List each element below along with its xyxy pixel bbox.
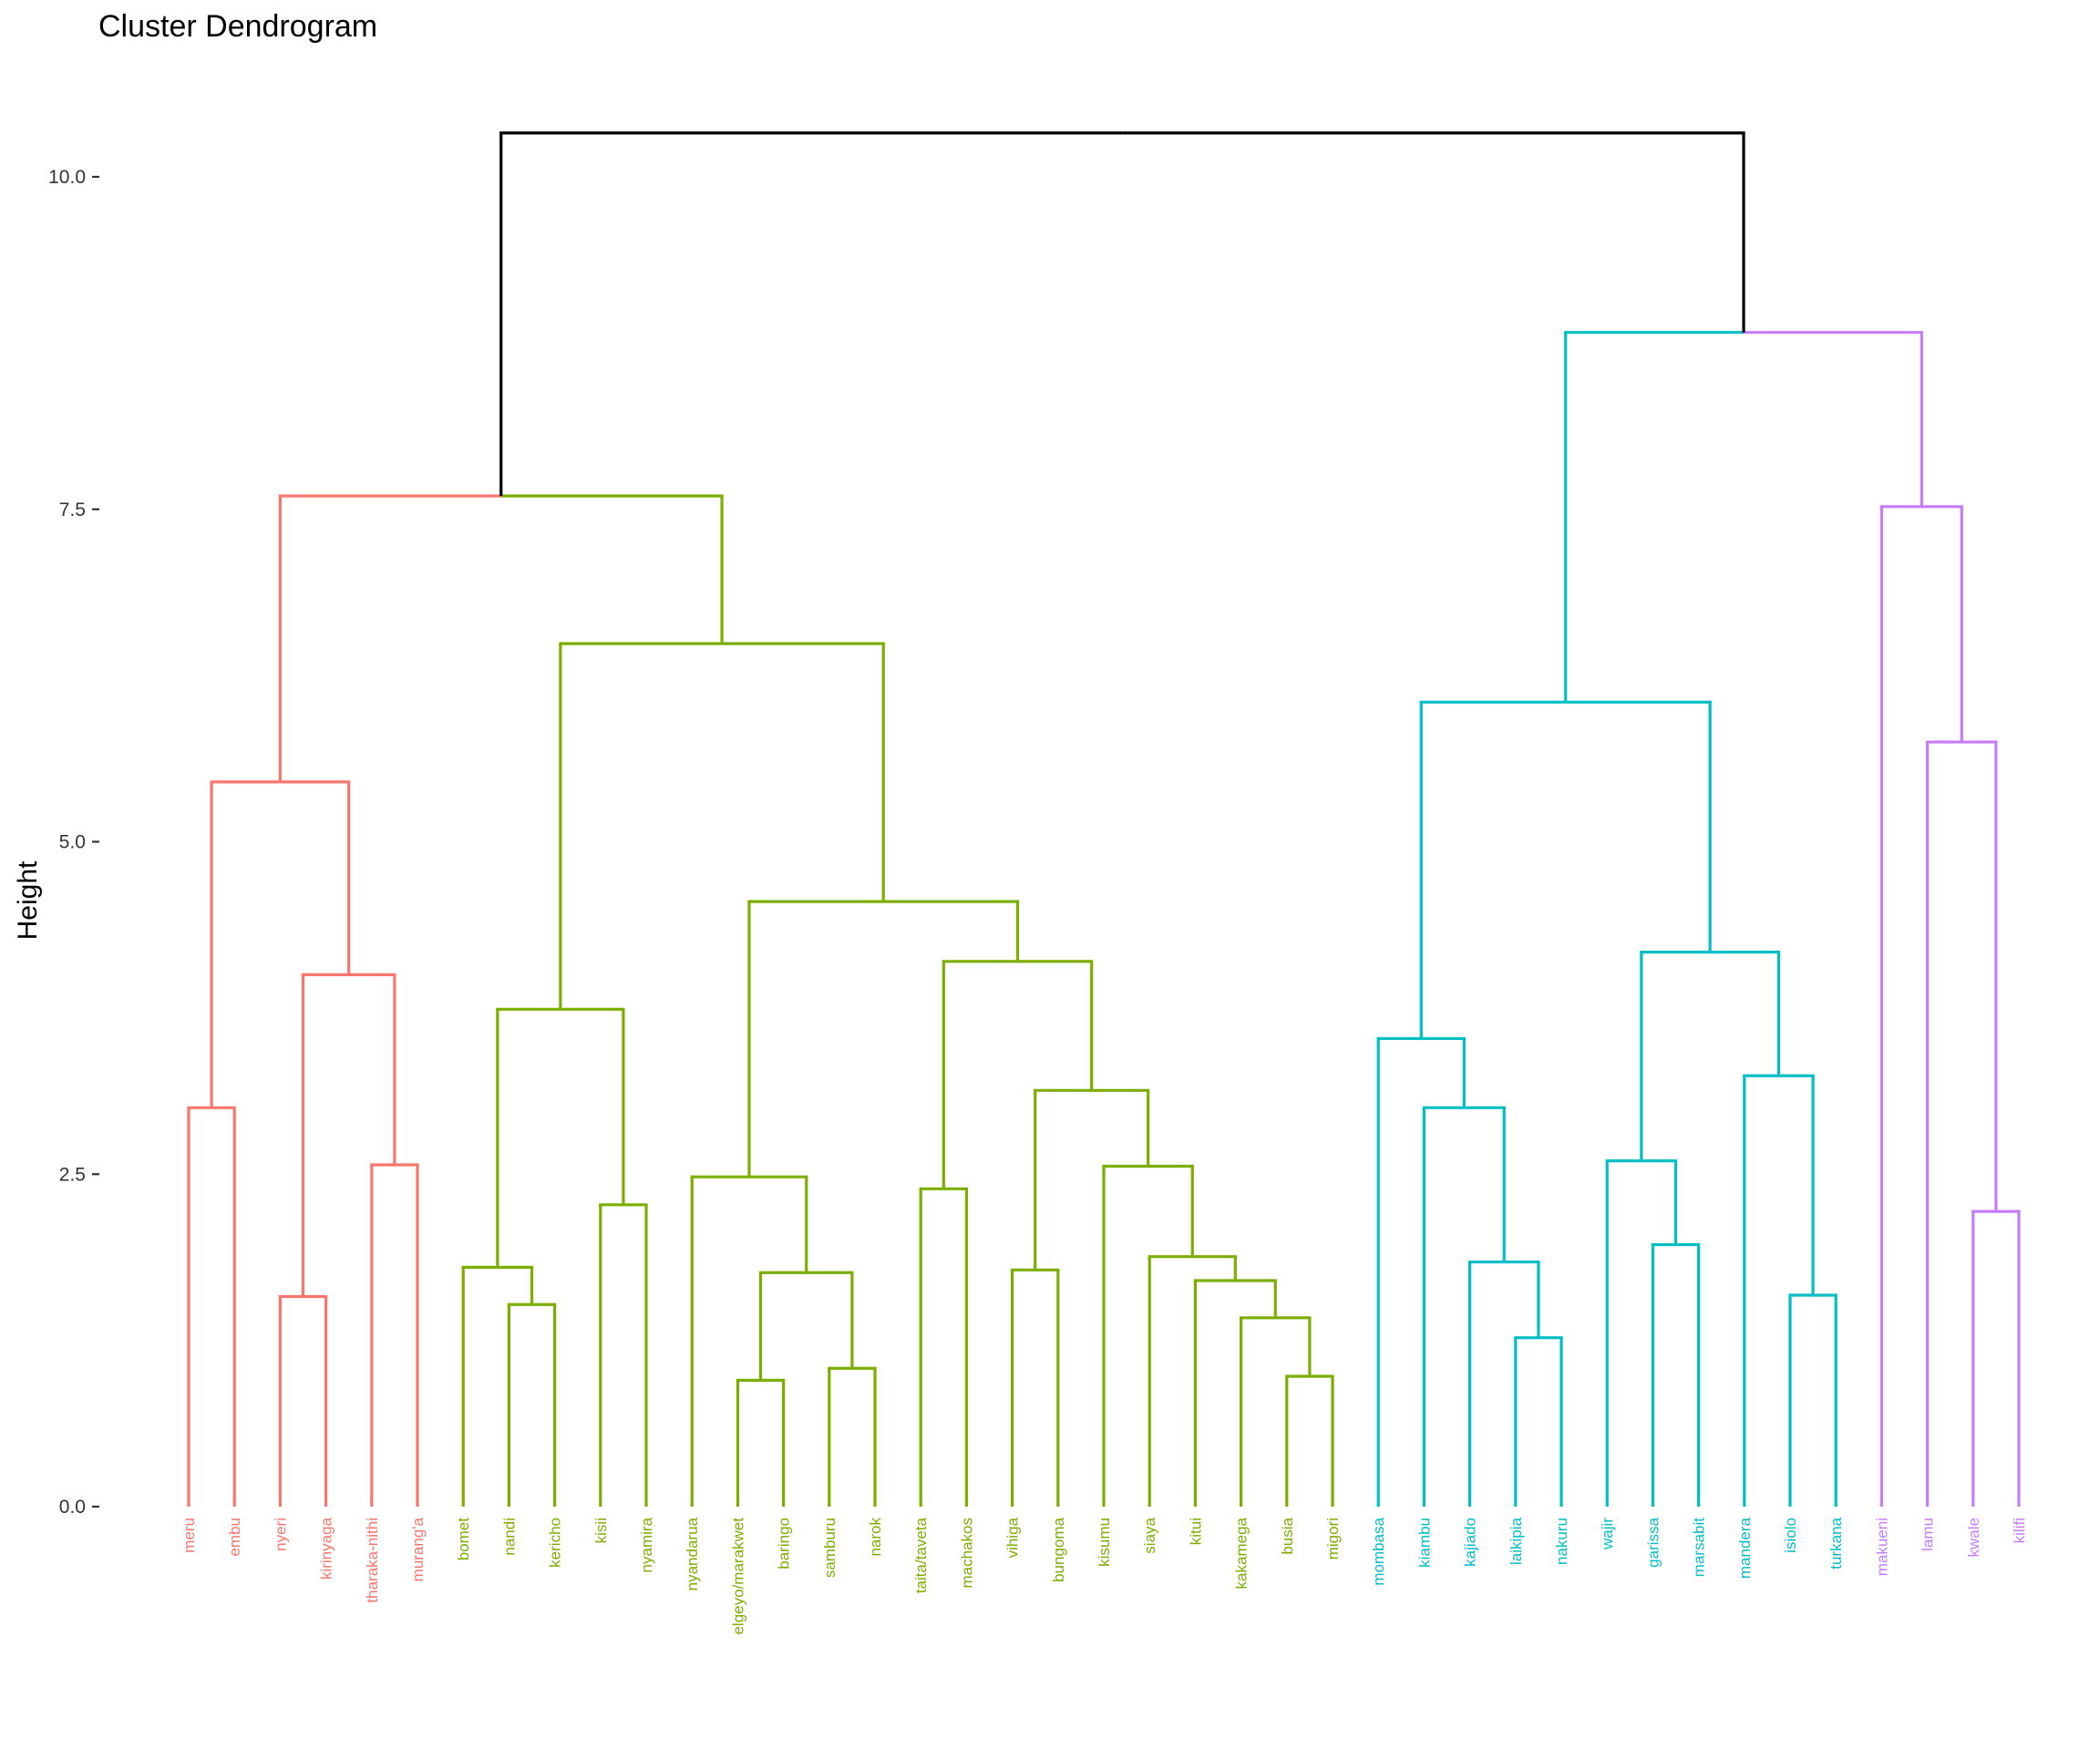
leaf-label: migori [1324, 1518, 1342, 1560]
y-tick-label: 0.0 [59, 1497, 86, 1518]
leaf-label: kilifi [2011, 1518, 2028, 1543]
leaf-label: samburu [821, 1518, 839, 1578]
y-tick-label: 7.5 [59, 499, 86, 520]
merge-D2 [1926, 740, 1998, 1507]
y-tick-label: 2.5 [59, 1164, 86, 1185]
merge-C1 [1514, 1336, 1563, 1507]
leaf-label: nandi [500, 1518, 518, 1556]
y-tick-label: 10.0 [48, 167, 86, 188]
leaf-label: bungoma [1050, 1517, 1067, 1581]
merge-C7 [1788, 1293, 1838, 1507]
leaf-label: laikipia [1508, 1517, 1525, 1565]
merge-B1 [507, 1302, 557, 1507]
merge-B7 [758, 1271, 854, 1381]
leaf-label: makueni [1873, 1518, 1890, 1576]
leaf-label: elgeyo/marakwet [729, 1518, 746, 1635]
merge-C6 [1605, 1159, 1678, 1507]
leaf-label: kericho [547, 1518, 564, 1568]
merge-B17 [942, 960, 1094, 1189]
merge-B16 [1034, 1088, 1150, 1271]
leaf-label: meru [180, 1518, 198, 1553]
leaf-label: marsabit [1691, 1518, 1708, 1577]
leaf-label: embu [226, 1518, 243, 1557]
merge-B4 [496, 1007, 625, 1268]
merge-B18 [747, 900, 1020, 1178]
merge-B19 [559, 642, 885, 1010]
leaf-label: isiolo [1782, 1518, 1799, 1553]
merge-AB [278, 494, 724, 782]
leaf-label: nyeri [272, 1518, 289, 1551]
merge-C10 [1419, 700, 1712, 1039]
leaf-label: nyandarua [684, 1517, 701, 1590]
merge-D1 [1971, 1210, 2021, 1507]
merge-B12 [1239, 1316, 1312, 1507]
merge-A2 [278, 1294, 328, 1507]
leaf-label: kwale [1965, 1518, 1982, 1557]
leaf-label: mombasa [1370, 1517, 1387, 1585]
merge-D3 [1879, 505, 1963, 1507]
merge-B3 [599, 1203, 648, 1507]
merge-B13 [1193, 1279, 1277, 1507]
y-tick-label: 5.0 [59, 832, 86, 853]
leaf-label: kiambu [1415, 1518, 1433, 1568]
leaf-label: murang'a [409, 1517, 427, 1581]
leaf-labels: meru embu nyeri kirinyaga tharaka-nithi muran… [180, 1517, 2028, 1634]
leaf-label: kajiado [1462, 1518, 1479, 1567]
leaf-label: kitui [1187, 1518, 1204, 1545]
y-axis-label: Height [13, 860, 43, 940]
dendrogram-branches [187, 131, 2021, 1507]
leaf-label: wajir [1599, 1518, 1616, 1550]
merge-A1 [187, 1106, 236, 1507]
leaf-label: nakuru [1553, 1518, 1570, 1565]
leaf-label: kisii [592, 1518, 610, 1543]
merge-C8 [1743, 1074, 1815, 1507]
leaf-label: kakamega [1233, 1517, 1251, 1589]
leaf-label: kirinyaga [318, 1517, 335, 1580]
merge-B9 [919, 1187, 969, 1507]
leaf-label: vihiga [1004, 1517, 1022, 1558]
leaf-label: garissa [1644, 1517, 1662, 1567]
merge-C3 [1422, 1106, 1506, 1507]
leaf-label: narok [867, 1518, 884, 1557]
leaf-label: bomet [455, 1518, 472, 1561]
merge-C2 [1467, 1260, 1540, 1507]
leaf-label: mandera [1736, 1517, 1754, 1579]
merge-B10 [1010, 1268, 1060, 1507]
leaf-label: busia [1279, 1517, 1296, 1554]
y-axis: 0.0 2.5 5.0 7.5 10.0 [48, 167, 99, 1518]
merge-A5 [210, 780, 351, 1108]
leaf-label: baringo [776, 1518, 793, 1570]
merge-C9 [1640, 950, 1781, 1161]
merge-C5 [1651, 1242, 1701, 1507]
merge-CD [1564, 331, 1923, 703]
leaf-label: tharaka-nithi [364, 1518, 381, 1603]
merge-B6 [828, 1366, 877, 1507]
merge-B8 [690, 1175, 808, 1507]
merge-ROOT [499, 131, 1745, 497]
leaf-label: taita/taveta [912, 1517, 930, 1593]
merge-A4 [301, 973, 396, 1297]
leaf-label: lamu [1920, 1518, 1937, 1551]
leaf-label: kisumu [1096, 1518, 1113, 1567]
merge-B11 [1285, 1374, 1334, 1507]
merge-B14 [1148, 1255, 1237, 1507]
leaf-label: siaya [1141, 1517, 1158, 1553]
merge-A3 [370, 1163, 419, 1507]
leaf-label: turkana [1827, 1517, 1845, 1569]
merge-B5 [736, 1378, 786, 1507]
leaf-label: machakos [958, 1518, 975, 1588]
leaf-label: nyamira [638, 1517, 655, 1572]
chart-title: Cluster Dendrogram [98, 9, 377, 44]
